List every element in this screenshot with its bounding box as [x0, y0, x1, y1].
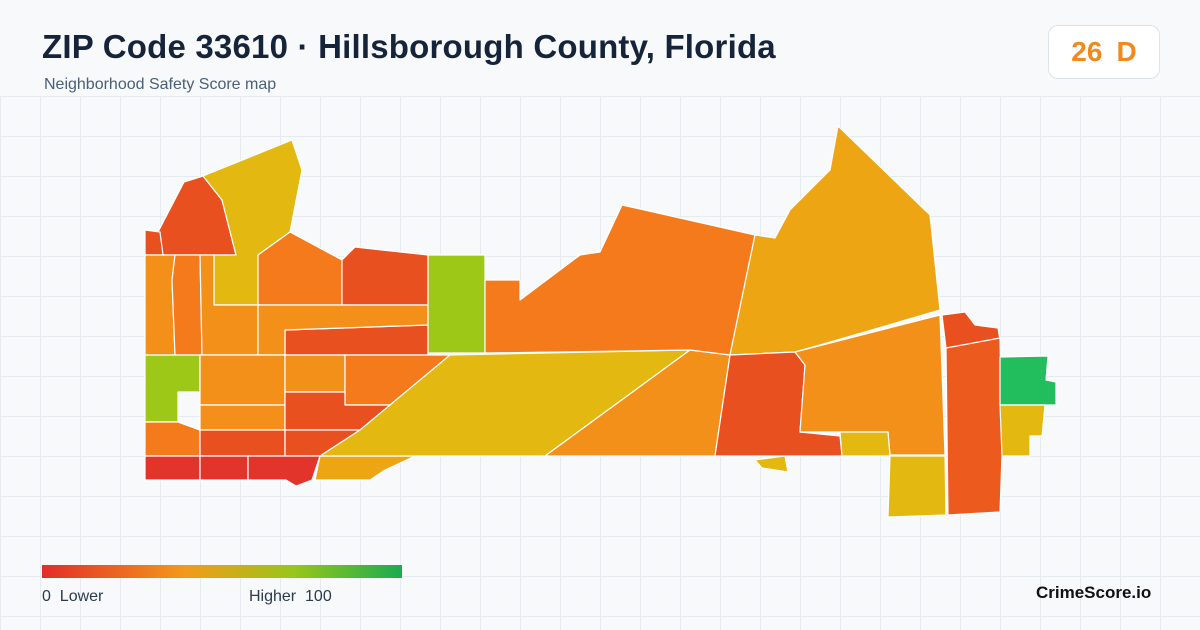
page-subtitle: Neighborhood Safety Score map [44, 76, 277, 93]
region-north-large-amber[interactable] [729, 125, 941, 356]
region-far-east-green[interactable] [999, 355, 1057, 406]
score-value: 26 [1071, 36, 1103, 67]
score-badge: 26 D [1048, 25, 1160, 79]
region-far-east-gold[interactable] [999, 404, 1046, 457]
header-background [0, 0, 1200, 96]
brand-logo-text[interactable]: CrimeScore.io [1036, 583, 1152, 602]
page-title: ZIP Code 33610 · Hillsborough County, Fl… [42, 28, 776, 65]
score-grade: D [1116, 36, 1137, 67]
region-yellow-green-north[interactable] [427, 254, 486, 354]
region-east-gold-small[interactable] [839, 431, 891, 457]
region-north-central-b[interactable] [341, 246, 429, 306]
legend-high-label: Higher 100 [249, 588, 332, 605]
region-mid-d[interactable] [199, 404, 286, 431]
region-lower-a[interactable] [199, 429, 286, 457]
region-east-red-strip[interactable] [945, 337, 1003, 516]
region-far-west-strip[interactable] [144, 229, 164, 256]
region-south-red-a[interactable] [144, 455, 201, 481]
region-west-olive[interactable] [144, 354, 201, 423]
region-south-gold-island[interactable] [754, 455, 789, 473]
region-northeast-big-orange[interactable] [484, 204, 756, 356]
region-southeast-gold[interactable] [887, 455, 947, 518]
region-west-lower-orange[interactable] [144, 421, 201, 457]
region-west-b[interactable] [171, 254, 203, 356]
region-west-a[interactable] [144, 254, 176, 356]
legend-color-scale [42, 565, 402, 578]
region-mid-a[interactable] [199, 354, 286, 406]
region-south-amber-a[interactable] [314, 455, 416, 481]
region-south-red-c[interactable] [247, 455, 321, 487]
region-south-red-b[interactable] [199, 455, 249, 481]
region-mid-b[interactable] [284, 354, 346, 393]
legend-low-label: 0 Lower [42, 588, 104, 605]
